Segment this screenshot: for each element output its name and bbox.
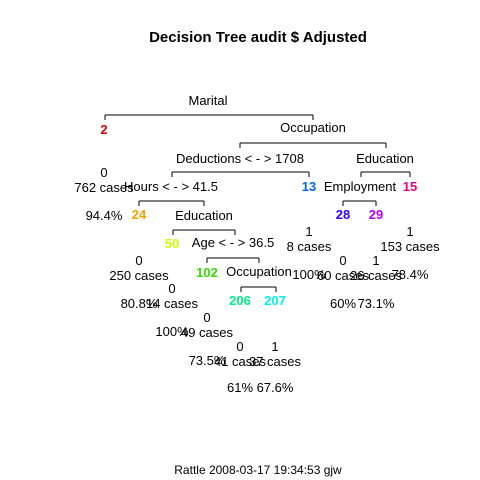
leaf-207-class: 1: [271, 339, 278, 354]
node-number-206: 206: [229, 293, 251, 308]
leaf-207-percent: 67.6%: [257, 380, 294, 395]
leaf-50-class: 0: [168, 281, 175, 296]
split-label-age: Age < - > 36.5: [192, 235, 274, 250]
leaf-15-percent: 78.4%: [392, 267, 429, 282]
leaf-24-percent: 80.8%: [121, 296, 158, 311]
node-number-2: 2: [100, 122, 107, 137]
leaf-2-cases: 762 cases: [74, 180, 134, 195]
leaf-50-percent: 100%: [155, 324, 189, 339]
leaf-13-class: 1: [305, 224, 312, 239]
leaf-29-cases: 26 cases: [350, 268, 403, 283]
node-number-15: 15: [403, 179, 417, 194]
leaf-28-cases: 60 cases: [317, 268, 370, 283]
leaf-29-percent: 73.1%: [358, 296, 395, 311]
leaf-207-cases: 37 cases: [249, 354, 302, 369]
node-number-24: 24: [132, 207, 147, 222]
leaf-15-cases: 153 cases: [380, 239, 440, 254]
leaf-13-cases: 8 cases: [287, 239, 332, 254]
node-numbers: 2 13 15 24 28 29 50 102 206 207: [100, 122, 417, 308]
split-label-occupation-1: Occupation: [280, 120, 346, 135]
split-label-education-1: Education: [356, 151, 414, 166]
leaf-24-class: 0: [135, 253, 142, 268]
leaf-50-cases: 14 cases: [146, 296, 199, 311]
leaf-206-cases: 41 cases: [214, 354, 267, 369]
split-label-employment: Employment: [324, 179, 397, 194]
leaf-24-cases: 250 cases: [109, 268, 169, 283]
footer-caption: Rattle 2008-03-17 19:34:53 gjw: [174, 463, 342, 477]
split-labels: Marital Occupation Deductions < - > 1708…: [124, 93, 414, 279]
leaf-28-percent: 60%: [330, 296, 356, 311]
node-number-29: 29: [369, 207, 383, 222]
leaf-28-class: 0: [339, 253, 346, 268]
leaf-15-class: 1: [406, 224, 413, 239]
split-label-occupation-2: Occupation: [226, 264, 292, 279]
chart-title: Decision Tree audit $ Adjusted: [149, 29, 367, 46]
leaf-102-cases: 49 cases: [181, 325, 234, 340]
leaf-206-class: 0: [236, 339, 243, 354]
leaf-2-class: 0: [100, 165, 107, 180]
tree-branches: [104, 114, 411, 292]
leaf-102-class: 0: [203, 310, 210, 325]
leaf-stats: 0 762 cases 94.4% 0 250 cases 80.8% 1 8 …: [74, 165, 440, 395]
leaf-206-percent: 61%: [227, 380, 253, 395]
node-number-28: 28: [336, 207, 350, 222]
leaf-13-percent: 100%: [292, 267, 326, 282]
split-label-hours: Hours < - > 41.5: [124, 179, 218, 194]
split-label-education-2: Education: [175, 208, 233, 223]
leaf-2-percent: 94.4%: [86, 208, 123, 223]
node-number-50: 50: [165, 236, 179, 251]
node-number-13: 13: [302, 179, 316, 194]
node-number-207: 207: [264, 293, 286, 308]
leaf-102-percent: 73.5%: [189, 353, 226, 368]
split-label-deductions: Deductions < - > 1708: [176, 151, 304, 166]
leaf-29-class: 1: [372, 253, 379, 268]
node-number-102: 102: [196, 265, 218, 280]
split-label-marital: Marital: [188, 93, 227, 108]
